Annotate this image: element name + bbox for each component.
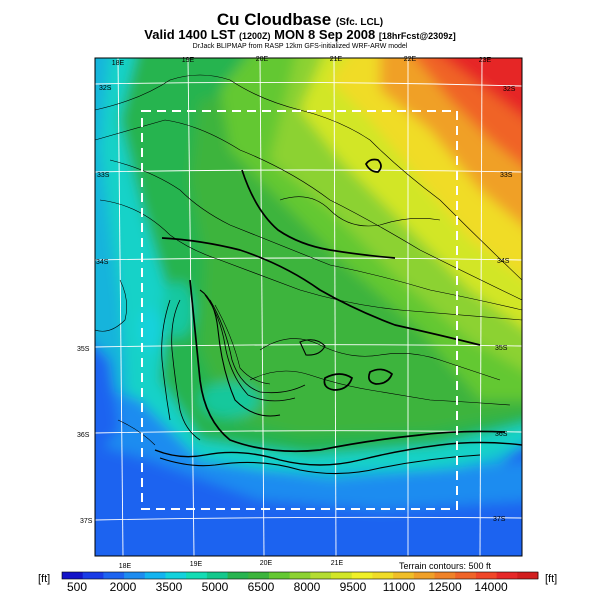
colorbar-tick-label: 5000 bbox=[201, 580, 229, 594]
lat-label-left: 37S bbox=[80, 518, 93, 525]
colorbar-swatch bbox=[310, 572, 332, 579]
terrain-contour-note: Terrain contours: 500 ft bbox=[399, 561, 492, 571]
colorbar-swatch bbox=[248, 572, 270, 579]
lon-label-bottom: 21E bbox=[331, 560, 344, 567]
lon-label-top: 23E bbox=[479, 57, 492, 64]
colorbar-tick-label: 12500 bbox=[428, 580, 462, 594]
colorbar-swatch bbox=[331, 572, 353, 579]
lon-label-bottom: 20E bbox=[260, 560, 273, 567]
terrain-contours bbox=[95, 74, 522, 475]
valid-time: Valid 1400 LST (1200Z) MON 8 Sep 2008 [1… bbox=[144, 27, 456, 42]
colorbar-swatch bbox=[206, 572, 228, 579]
colorbar-unit-left: [ft] bbox=[38, 573, 51, 585]
lat-label-left: 36S bbox=[77, 432, 90, 439]
colorbar-swatch bbox=[475, 572, 498, 579]
colorbar-swatch bbox=[413, 572, 435, 579]
colorbar-swatch bbox=[393, 572, 415, 579]
lat-label-right: 37S bbox=[493, 516, 506, 523]
colorbar-tick-label: 14000 bbox=[474, 580, 508, 594]
colorbar-swatch bbox=[103, 572, 125, 579]
colorbar-tick-label: 8000 bbox=[293, 580, 321, 594]
colorbar-swatch bbox=[124, 572, 146, 579]
lat-label-left: 34S bbox=[96, 259, 109, 266]
colorbar-swatch bbox=[289, 572, 311, 579]
colorbar-tick-label: 500 bbox=[66, 580, 88, 594]
lon-label-top: 20E bbox=[256, 56, 269, 63]
colorbar-swatch bbox=[186, 572, 208, 579]
colorbar-swatch bbox=[455, 572, 477, 579]
lon-label-bottom: 19E bbox=[190, 561, 203, 568]
colorbar-swatch bbox=[351, 572, 373, 579]
colorbar-swatch bbox=[144, 572, 166, 579]
lat-label-left: 32S bbox=[99, 85, 112, 92]
lat-label-right: 32S bbox=[503, 86, 516, 93]
colorbar-tick-label: 2000 bbox=[109, 580, 137, 594]
colorbar-tick-label: 6500 bbox=[247, 580, 275, 594]
colorbar bbox=[61, 571, 539, 580]
colorbar-swatch bbox=[165, 572, 187, 579]
lat-label-right: 35S bbox=[495, 345, 508, 352]
colorbar-tick-label: 9500 bbox=[339, 580, 367, 594]
map-frame bbox=[94, 57, 523, 557]
inner-domain-outline bbox=[141, 110, 458, 510]
colorbar-swatch bbox=[372, 572, 394, 579]
model-credit: DrJack BLIPMAP from RASP 12km GFS-initia… bbox=[192, 43, 408, 50]
lat-label-right: 33S bbox=[500, 172, 513, 179]
colorbar-swatch bbox=[82, 572, 104, 579]
colorbar-swatch bbox=[496, 572, 518, 579]
colorbar-tick-label: 11000 bbox=[382, 580, 416, 594]
lat-label-left: 33S bbox=[97, 172, 110, 179]
lon-label-top: 21E bbox=[330, 56, 343, 63]
colorbar-unit-right: [ft] bbox=[545, 573, 558, 585]
lat-label-right: 34S bbox=[497, 258, 510, 265]
colorbar-swatch bbox=[268, 572, 291, 579]
lat-label-left: 35S bbox=[77, 346, 90, 353]
cloudbase-field bbox=[95, 58, 522, 556]
lon-label-top: 19E bbox=[182, 57, 195, 64]
map-title: Cu Cloudbase (Sfc. LCL) bbox=[216, 10, 384, 29]
graticule bbox=[95, 58, 522, 556]
colorbar-swatch bbox=[227, 572, 249, 579]
colorbar-tick-label: 3500 bbox=[155, 580, 183, 594]
lon-label-top: 18E bbox=[112, 60, 125, 67]
lat-label-right: 36S bbox=[495, 431, 508, 438]
colorbar-swatch bbox=[434, 572, 456, 579]
lon-label-bottom: 18E bbox=[119, 563, 132, 570]
colorbar-swatch bbox=[517, 572, 539, 579]
lon-label-top: 22E bbox=[404, 56, 417, 63]
colorbar-swatch bbox=[62, 572, 84, 579]
colorbar-frame bbox=[61, 571, 539, 580]
